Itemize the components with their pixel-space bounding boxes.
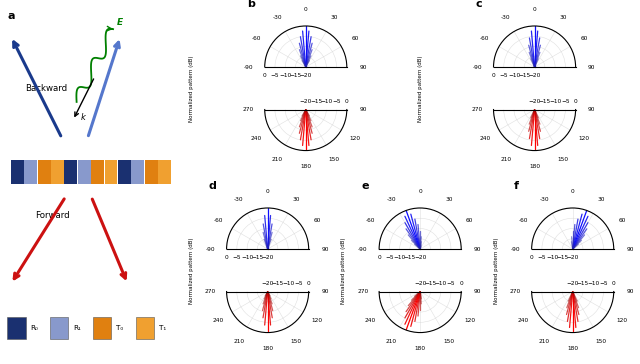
Bar [38, 160, 51, 184]
Bar [65, 160, 77, 184]
Bar [24, 160, 37, 184]
Text: R₁: R₁ [73, 325, 81, 331]
Text: Normalized pattern (dB): Normalized pattern (dB) [418, 55, 422, 122]
Text: Forward: Forward [35, 211, 69, 220]
Text: R₀: R₀ [30, 325, 38, 331]
Text: Normalized pattern (dB): Normalized pattern (dB) [189, 237, 194, 304]
Text: Normalized pattern (dB): Normalized pattern (dB) [494, 237, 499, 304]
Bar [91, 160, 104, 184]
Bar [78, 160, 91, 184]
Text: E: E [116, 19, 123, 27]
Text: c: c [476, 0, 482, 9]
Bar [136, 317, 154, 339]
Text: d: d [209, 181, 216, 191]
Bar [7, 317, 26, 339]
Bar [93, 317, 111, 339]
Text: Normalized pattern (dB): Normalized pattern (dB) [341, 237, 346, 304]
Text: f: f [513, 181, 518, 191]
Text: T₁: T₁ [159, 325, 166, 331]
Text: Backward: Backward [26, 84, 68, 93]
Bar [145, 160, 157, 184]
Bar [11, 160, 24, 184]
Bar [104, 160, 117, 184]
Text: k: k [80, 113, 85, 122]
Text: e: e [361, 181, 369, 191]
Bar [118, 160, 131, 184]
Bar [50, 317, 68, 339]
Bar [51, 160, 64, 184]
Text: a: a [7, 11, 15, 21]
Bar [158, 160, 171, 184]
Text: Normalized pattern (dB): Normalized pattern (dB) [189, 55, 194, 122]
Text: T₀: T₀ [116, 325, 123, 331]
Text: b: b [246, 0, 255, 9]
Bar [131, 160, 144, 184]
